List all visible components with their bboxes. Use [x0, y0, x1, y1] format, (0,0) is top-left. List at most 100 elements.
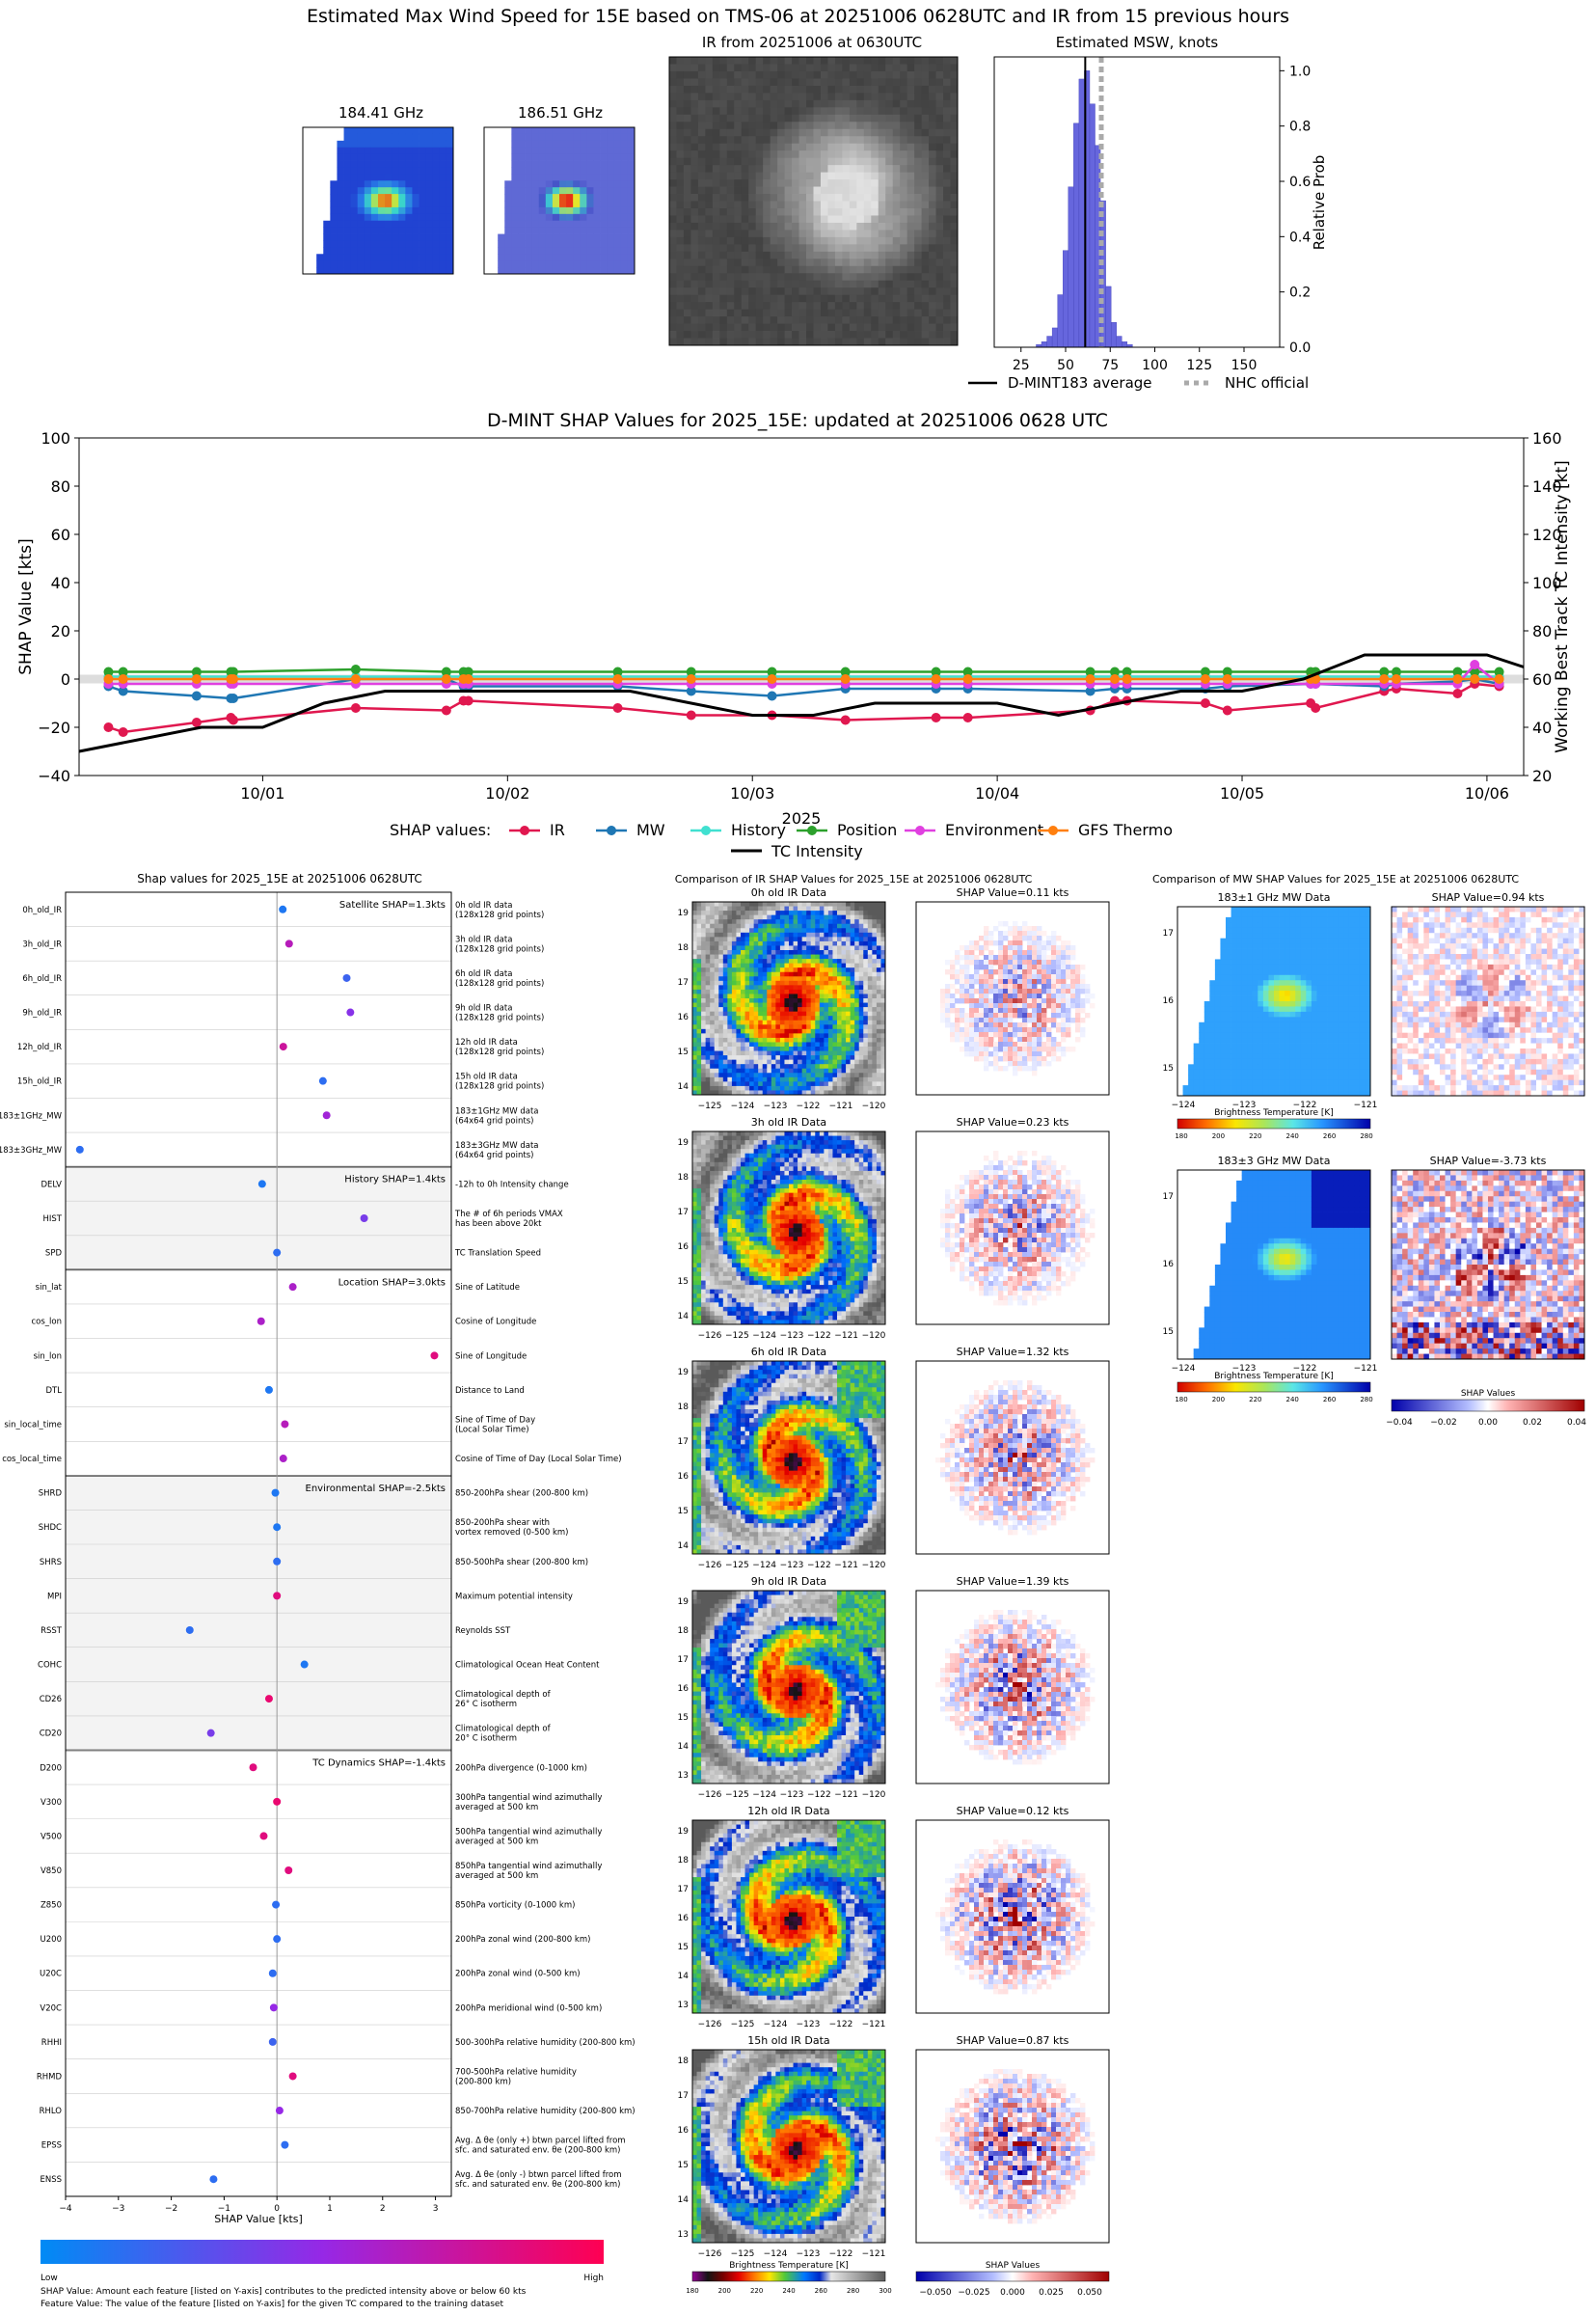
pixel: [851, 1042, 855, 1047]
pixel: [780, 1033, 785, 1038]
pixel: [835, 316, 843, 324]
pixel: [877, 967, 881, 972]
pixel: [824, 1012, 828, 1017]
pixel: [303, 247, 310, 254]
pixel: [877, 919, 881, 924]
pixel: [745, 967, 750, 972]
pixel: [723, 959, 728, 964]
pixel: [864, 339, 872, 346]
pixel: [727, 78, 735, 86]
pixel: [419, 254, 426, 260]
pixel: [719, 287, 727, 295]
feature-name: RSST: [41, 1626, 63, 1636]
pixel: [872, 928, 877, 933]
pixel: [827, 122, 835, 129]
pixel: [690, 179, 698, 187]
pixel: [669, 158, 677, 166]
pixel: [922, 144, 930, 151]
pixel: [323, 260, 330, 267]
pixel: [780, 1081, 785, 1086]
pixel: [440, 207, 446, 214]
pixel: [539, 141, 546, 148]
pixel: [777, 259, 785, 266]
feature-desc: (128x128 grid points): [455, 944, 544, 954]
pixel: [914, 179, 922, 187]
pixel: [736, 1012, 741, 1017]
pixel: [837, 1055, 842, 1060]
pixel: [798, 1038, 802, 1043]
pixel: [754, 907, 759, 912]
pixel: [821, 324, 828, 332]
pixel: [392, 134, 398, 141]
pixel: [698, 215, 706, 223]
pixel: [785, 287, 793, 295]
pixel: [828, 1024, 833, 1029]
pixel: [775, 967, 780, 972]
pixel: [426, 141, 433, 148]
pixel: [868, 976, 873, 981]
pixel: [824, 1033, 828, 1038]
pixel: [433, 134, 440, 141]
pixel: [573, 221, 580, 228]
pixel: [692, 1021, 697, 1025]
pixel: [771, 115, 778, 123]
pixel: [719, 187, 727, 195]
pixel: [669, 129, 677, 137]
pixel: [877, 1060, 881, 1065]
pixel: [815, 1047, 820, 1051]
pixel: [614, 167, 621, 174]
pixel: [371, 194, 378, 201]
legend-marker: [607, 826, 616, 835]
pixel: [799, 273, 807, 281]
pixel: [792, 78, 799, 86]
pixel: [771, 1016, 776, 1021]
pixel: [936, 129, 944, 137]
pixel: [719, 173, 727, 180]
pixel: [706, 1038, 711, 1043]
pixel: [697, 1029, 702, 1034]
feature-name: cos_local_time: [2, 1455, 62, 1464]
pixel: [715, 959, 719, 964]
pixel: [798, 907, 802, 912]
pixel: [837, 1003, 842, 1008]
pixel: [727, 266, 735, 274]
pixel: [872, 1086, 877, 1091]
pixel: [846, 1069, 851, 1074]
pixel: [310, 134, 316, 141]
pixel: [900, 194, 907, 202]
pixel: [692, 1033, 697, 1038]
pixel: [842, 165, 850, 173]
pixel: [701, 1029, 706, 1034]
pixel: [758, 915, 763, 920]
pixel: [854, 998, 859, 1003]
pixel: [828, 959, 833, 964]
pixel: [727, 287, 735, 295]
pixel: [802, 907, 807, 912]
y-tick: −40: [38, 767, 70, 785]
pixel: [929, 287, 936, 295]
pixel: [539, 154, 546, 161]
pixel: [713, 237, 720, 245]
series-point: [1201, 698, 1210, 708]
pixel: [900, 129, 907, 137]
pixel: [827, 64, 835, 71]
pixel: [745, 976, 750, 981]
pixel: [851, 990, 855, 994]
pixel: [771, 295, 778, 303]
pixel: [705, 129, 713, 137]
pixel: [792, 237, 799, 245]
pixel: [951, 173, 959, 180]
pixel: [936, 144, 944, 151]
pixel: [763, 57, 771, 65]
pixel: [777, 302, 785, 310]
pixel: [798, 985, 802, 990]
pixel: [385, 180, 392, 187]
pixel: [484, 174, 491, 180]
pixel: [580, 260, 586, 267]
pixel: [713, 331, 720, 339]
pixel: [405, 174, 412, 180]
group-title: History SHAP=1.4kts: [344, 1175, 446, 1185]
pixel: [705, 144, 713, 151]
pixel: [491, 214, 498, 221]
pixel: [713, 252, 720, 259]
